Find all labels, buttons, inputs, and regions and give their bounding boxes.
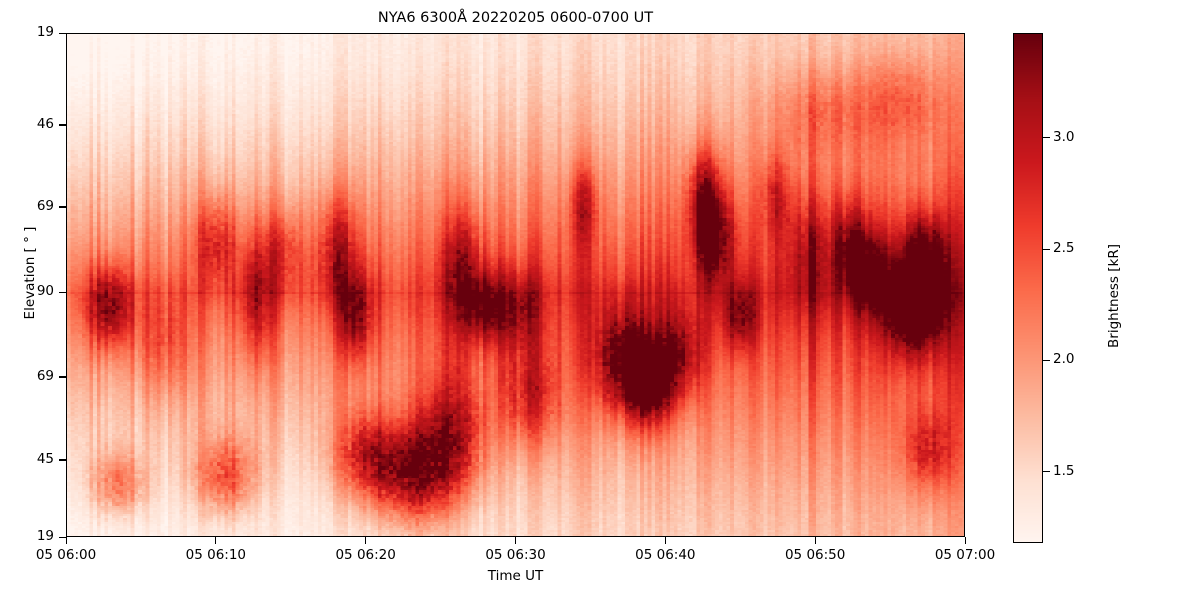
- colorbar-tick-label: 3.0: [1053, 128, 1075, 145]
- keogram-heatmap: [67, 34, 964, 536]
- x-tick-mark: [664, 537, 666, 544]
- y-tick-label: 69: [36, 367, 54, 384]
- y-tick-label: 19: [36, 528, 54, 544]
- y-axis-label: Elevation [ ° ]: [22, 226, 38, 320]
- colorbar: [1013, 33, 1043, 543]
- x-tick-label: 05 06:20: [335, 547, 396, 563]
- y-tick-mark: [59, 536, 66, 538]
- colorbar-tick-mark: [1043, 248, 1050, 250]
- x-axis-label: Time UT: [487, 568, 544, 584]
- y-tick-label: 45: [36, 450, 54, 467]
- x-tick-mark: [814, 537, 816, 544]
- x-tick-label: 05 06:30: [485, 547, 546, 563]
- x-tick-label: 05 06:00: [35, 547, 97, 563]
- x-tick-label: 05 06:40: [635, 547, 696, 563]
- y-tick-mark: [59, 206, 66, 208]
- y-tick-mark: [59, 376, 66, 378]
- y-tick-label: 69: [36, 197, 54, 214]
- y-tick-label: 90: [36, 283, 54, 299]
- x-tick-mark: [65, 537, 67, 544]
- colorbar-tick-mark: [1043, 471, 1050, 473]
- colorbar-label: Brightness [kR]: [1106, 244, 1122, 348]
- x-tick-label: 05 07:00: [934, 547, 996, 563]
- colorbar-tick-label: 2.5: [1053, 240, 1075, 257]
- keogram-plot-area: [66, 33, 965, 537]
- y-tick-mark: [59, 124, 66, 126]
- y-tick-mark: [59, 291, 66, 293]
- y-tick-label: 19: [36, 24, 54, 40]
- page-title: NYA6 6300Å 20220205 0600-0700 UT: [377, 10, 654, 26]
- colorbar-tick-mark: [1043, 359, 1050, 361]
- x-tick-mark: [964, 537, 966, 544]
- x-tick-mark: [515, 537, 517, 544]
- y-tick-label: 46: [36, 115, 54, 132]
- x-tick-mark: [365, 537, 367, 544]
- colorbar-tick-mark: [1043, 137, 1050, 139]
- x-tick-label: 05 06:50: [784, 547, 846, 563]
- colorbar-gradient: [1014, 34, 1042, 542]
- colorbar-tick-label: 1.5: [1053, 462, 1075, 479]
- x-tick-mark: [215, 537, 217, 544]
- x-tick-label: 05 06:10: [185, 547, 247, 563]
- colorbar-tick-label: 2.0: [1053, 351, 1075, 368]
- y-tick-mark: [59, 459, 66, 461]
- y-tick-mark: [59, 32, 66, 34]
